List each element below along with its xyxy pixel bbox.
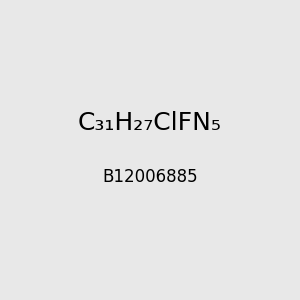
Text: B12006885: B12006885: [102, 168, 198, 186]
Text: C₃₁H₂₇ClFN₅: C₃₁H₂₇ClFN₅: [78, 111, 222, 135]
